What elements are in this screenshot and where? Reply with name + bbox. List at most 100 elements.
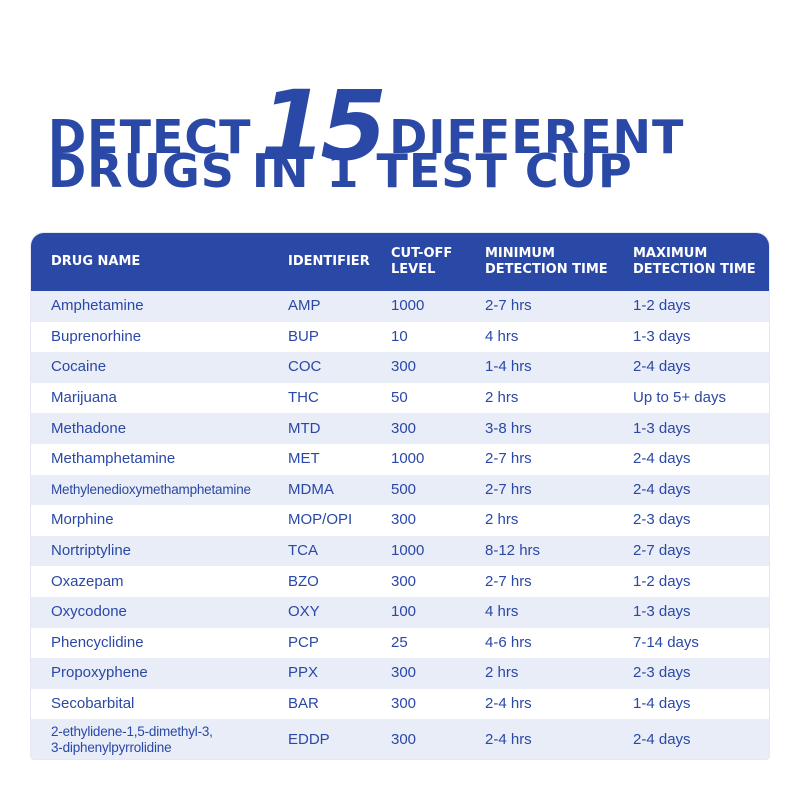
table: DRUG NAME IDENTIFIER CUT-OFF LEVEL MINIMUM … bbox=[30, 232, 770, 760]
table-cell: Methylenedioxymethamphetamine bbox=[51, 481, 251, 497]
table-row: Methamphetamine MET 1000 2-7 hrs 2-4 days bbox=[31, 444, 769, 475]
table-cell: 4-6 hrs bbox=[485, 633, 532, 651]
table-cell: 2-4 days bbox=[633, 450, 691, 468]
table-cell: 1-3 days bbox=[633, 327, 691, 345]
table-cell: Buprenorhine bbox=[51, 327, 142, 345]
table-cell: 300 bbox=[391, 695, 417, 713]
table-cell: BUP bbox=[288, 327, 319, 345]
column-header: IDENTIFIER bbox=[288, 254, 370, 269]
table-cell: 2-4 hrs bbox=[485, 731, 532, 749]
table-row: Buprenorhine BUP 10 4 hrs 1-3 days bbox=[31, 322, 769, 353]
table-cell: 7-14 days bbox=[633, 633, 699, 651]
table-cell: Propoxyphene bbox=[51, 664, 148, 682]
table-cell: 300 bbox=[391, 572, 417, 590]
title-line: DRUGS IN 1 TEST CUP bbox=[48, 144, 633, 198]
table-cell: 300 bbox=[391, 358, 417, 376]
table-cell: 2-4 days bbox=[633, 358, 691, 376]
table-cell: AMP bbox=[288, 297, 321, 315]
table-cell: 1000 bbox=[391, 297, 425, 315]
table-cell: Oxazepam bbox=[51, 572, 124, 590]
column-header: CUT-OFF LEVEL bbox=[391, 246, 453, 277]
table-row: Propoxyphene PPX 300 2 hrs 2-3 days bbox=[31, 658, 769, 689]
table-row: Oxazepam BZO 300 2-7 hrs 1-2 days bbox=[31, 566, 769, 597]
table-row: Nortriptyline TCA 1000 8-12 hrs 2-7 days bbox=[31, 535, 769, 567]
table-cell: 2-4 days bbox=[633, 480, 691, 498]
table-cell: Methadone bbox=[51, 419, 127, 437]
table-cell: 1-3 days bbox=[633, 419, 691, 437]
table-cell: 100 bbox=[391, 603, 417, 621]
title-line: DETECT15 DIFFERENT bbox=[48, 70, 684, 182]
table-cell: 4 hrs bbox=[485, 327, 519, 345]
table-row: 2-ethylidene-1,5-dimethyl-3, 3-diphenylp… bbox=[31, 719, 769, 759]
table-cell: 1000 bbox=[391, 542, 425, 560]
table-row: Secobarbital BAR 300 2-4 hrs 1-4 days bbox=[31, 689, 769, 720]
table-cell: Secobarbital bbox=[51, 695, 135, 713]
table-cell: OXY bbox=[288, 603, 320, 621]
table-cell: 1-2 days bbox=[633, 572, 691, 590]
table-cell: MTD bbox=[288, 419, 321, 437]
table-cell: Up to 5+ days bbox=[633, 389, 726, 407]
table-row: Amphetamine AMP 1000 2-7 hrs 1-2 days bbox=[31, 291, 769, 322]
table-cell: Amphetamine bbox=[51, 297, 144, 315]
table-cell: 500 bbox=[391, 480, 417, 498]
table-cell: EDDP bbox=[288, 731, 330, 749]
table-cell: 1-4 hrs bbox=[485, 358, 532, 376]
table-cell: 2-7 hrs bbox=[485, 297, 532, 315]
table-cell: Cocaine bbox=[51, 358, 107, 376]
table-row: Morphine MOP/OPI 300 2 hrs 2-3 days bbox=[31, 505, 769, 536]
table-cell: 300 bbox=[391, 511, 417, 529]
title-text: DETECT bbox=[48, 110, 252, 164]
table-cell: 1-3 days bbox=[633, 603, 691, 621]
table-cell: 2 hrs bbox=[485, 511, 519, 529]
table-cell: 2-7 hrs bbox=[485, 480, 532, 498]
table-row: Methylenedioxymethamphetamine MDMA 500 2-7 … bbox=[31, 474, 769, 506]
table-cell: PPX bbox=[288, 664, 319, 682]
title-number: 15 bbox=[259, 70, 388, 182]
column-header: MAXIMUM DETECTION TIME bbox=[633, 246, 756, 277]
table-cell: 2-4 hrs bbox=[485, 695, 532, 713]
table-cell: 50 bbox=[391, 389, 408, 407]
title-text: DIFFERENT bbox=[389, 110, 685, 164]
table-row: Marijuana THC 50 2 hrs Up to 5+ days bbox=[31, 383, 769, 414]
table-header: DRUG NAME IDENTIFIER CUT-OFF LEVEL MINIMUM … bbox=[31, 233, 769, 291]
table-cell: 300 bbox=[391, 664, 417, 682]
table-cell: 2-7 days bbox=[633, 542, 691, 560]
table-cell: BAR bbox=[288, 695, 319, 713]
column-header: MINIMUM DETECTION TIME bbox=[485, 246, 608, 277]
table-cell: COC bbox=[288, 358, 322, 376]
table-cell: 2-3 days bbox=[633, 511, 691, 529]
table-cell: 25 bbox=[391, 633, 408, 651]
table-cell: Oxycodone bbox=[51, 603, 127, 621]
table-cell: 2-7 hrs bbox=[485, 572, 532, 590]
table-cell: Nortriptyline bbox=[51, 542, 132, 560]
table-cell: 300 bbox=[391, 419, 417, 437]
table-cell: Morphine bbox=[51, 511, 114, 529]
table-cell: TCA bbox=[288, 542, 318, 560]
column-header: DRUG NAME bbox=[51, 254, 141, 269]
table-cell: Methamphetamine bbox=[51, 450, 176, 468]
table-cell: PCP bbox=[288, 633, 319, 651]
table-cell: BZO bbox=[288, 572, 319, 590]
table-cell: MET bbox=[288, 450, 320, 468]
table-cell: 3-8 hrs bbox=[485, 419, 532, 437]
table-row: Oxycodone OXY 100 4 hrs 1-3 days bbox=[31, 597, 769, 628]
table-cell: 2-3 days bbox=[633, 664, 691, 682]
table-cell: Phencyclidine bbox=[51, 633, 144, 651]
table-cell: THC bbox=[288, 389, 319, 407]
table-cell: MOP/OPI bbox=[288, 511, 353, 529]
table-row: Methadone MTD 300 3-8 hrs 1-3 days bbox=[31, 413, 769, 444]
table-cell: 1-4 days bbox=[633, 695, 691, 713]
table-row: Phencyclidine PCP 25 4-6 hrs 7-14 days bbox=[31, 628, 769, 659]
table-cell: 4 hrs bbox=[485, 603, 519, 621]
table-cell: 1-2 days bbox=[633, 297, 691, 315]
table-cell: 8-12 hrs bbox=[485, 542, 541, 560]
table-cell: 2 hrs bbox=[485, 664, 519, 682]
table-cell: 2-ethylidene-1,5-dimethyl-3, 3-diphenylp… bbox=[51, 724, 213, 756]
table-cell: 10 bbox=[391, 327, 408, 345]
table-cell: 1000 bbox=[391, 450, 425, 468]
table-cell: 2-7 hrs bbox=[485, 450, 532, 468]
table-cell: 2 hrs bbox=[485, 389, 519, 407]
table-cell: MDMA bbox=[288, 480, 334, 498]
table-cell: 300 bbox=[391, 731, 417, 749]
